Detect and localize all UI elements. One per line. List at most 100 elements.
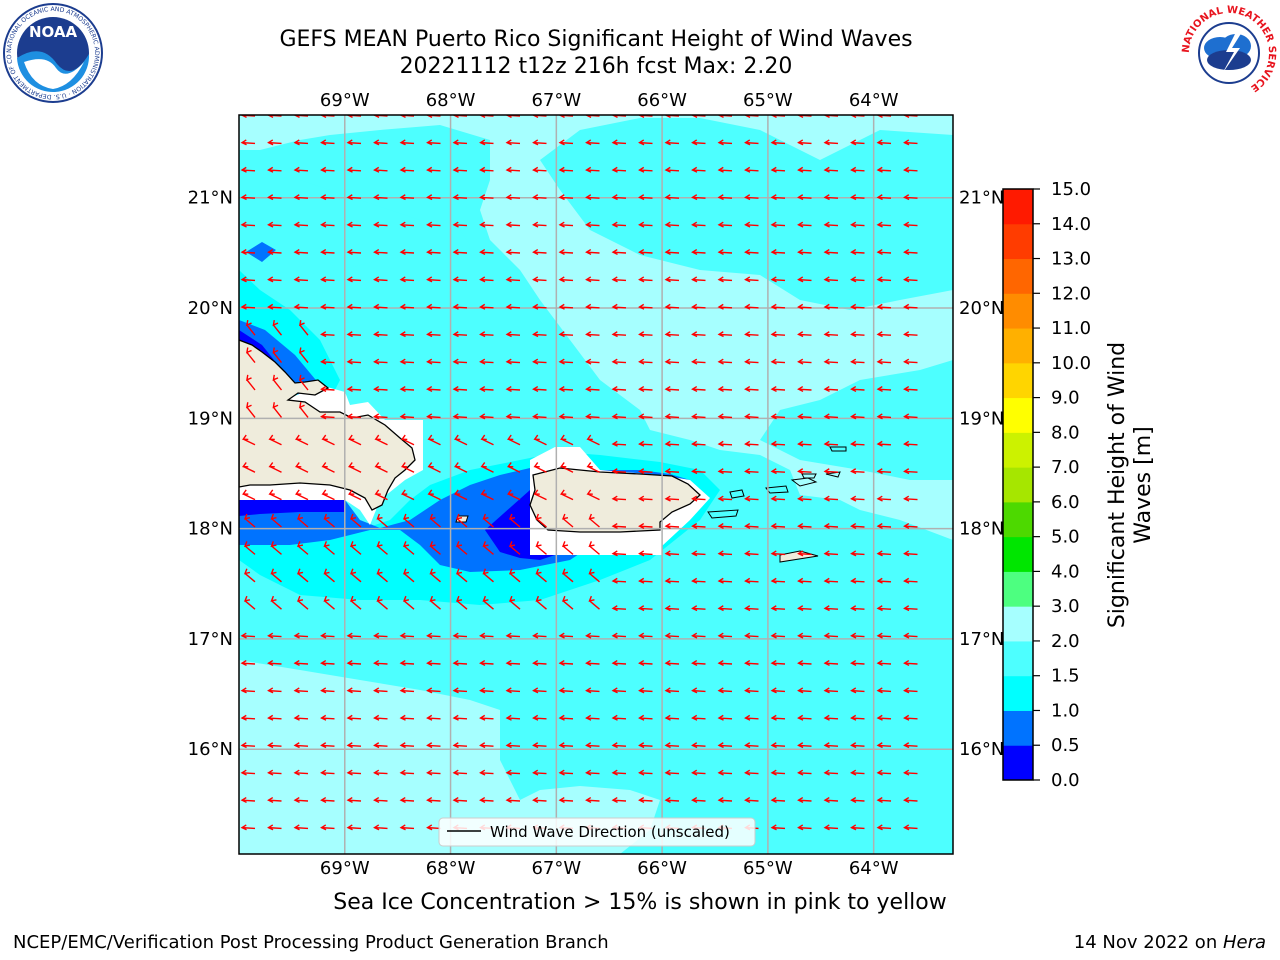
wave-direction-arrow-icon [320,796,335,803]
lon-label-bottom: 66°W [637,858,687,879]
wave-field-0.5-1m-spot [246,242,276,262]
wave-direction-arrow-icon [691,769,706,776]
wave-direction-arrow-icon [611,522,627,529]
wave-direction-arrow-icon [320,659,335,666]
wave-direction-arrow-icon [376,568,388,583]
lat-label-left: 17°N [188,629,233,650]
wave-direction-arrow-icon [320,632,335,639]
wave-direction-arrow-icon [558,714,574,721]
wave-direction-arrow-icon [664,413,680,420]
wave-direction-arrow-icon [240,687,256,694]
wave-direction-arrow-icon [373,687,388,694]
colorbar-swatch [1003,745,1033,781]
wave-direction-arrow-icon [532,659,547,666]
wave-direction-arrow-icon [243,595,256,610]
wave-direction-arrow-icon [611,687,627,694]
wave-direction-arrow-icon [638,605,653,612]
wave-direction-arrow-icon [585,139,600,146]
wave-direction-arrow-icon [744,605,759,612]
wave-direction-arrow-icon [426,742,441,749]
wave-direction-arrow-icon [876,385,892,392]
colorbar-frame [1002,188,1034,781]
wave-direction-arrow-icon [399,221,415,228]
wave-direction-arrow-icon [399,824,415,831]
chart-title: GEFS MEAN Puerto Rico Significant Height… [279,27,913,52]
wave-direction-arrow-icon [850,522,865,529]
wave-direction-arrow-icon [717,221,733,228]
wave-direction-arrow-icon [400,434,415,446]
wave-direction-arrow-icon [876,440,892,447]
wave-direction-arrow-icon [320,303,335,310]
wave-direction-arrow-icon [479,221,494,228]
wave-direction-arrow-icon [823,194,839,201]
wave-direction-arrow-icon [691,276,706,283]
wave-direction-arrow-icon [506,489,521,501]
wave-direction-arrow-icon [399,385,415,392]
wave-direction-arrow-icon [373,358,388,365]
wave-direction-arrow-icon [876,769,892,776]
wave-direction-arrow-icon [797,769,812,776]
colorbar-swatch [1003,258,1033,294]
wave-direction-arrow-icon [346,824,362,831]
wave-direction-arrow-icon [426,385,441,392]
wave-direction-arrow-icon [850,659,865,666]
wave-direction-arrow-icon [585,276,600,283]
wave-direction-arrow-icon [558,139,574,146]
wave-direction-arrow-icon [346,769,362,776]
wave-direction-arrow-icon [505,303,521,310]
wave-direction-arrow-icon [452,385,468,392]
wave-direction-arrow-icon [903,358,918,365]
wave-direction-arrow-icon [479,796,494,803]
colorbar-tick-label: 3.0 [1051,596,1080,617]
wave-direction-arrow-icon [240,194,256,201]
wave-direction-arrow-icon [638,495,653,502]
lon-label-top: 67°W [531,90,581,111]
wave-direction-arrow-icon [691,659,706,666]
colorbar-swatch [1003,189,1033,225]
wave-direction-arrow-icon [797,632,812,639]
wave-direction-arrow-icon [426,221,441,228]
wave-direction-arrow-icon [903,331,918,338]
wave-direction-arrow-icon [850,577,865,584]
colorbar-tick-label: 10.0 [1051,353,1091,374]
lon-label-bottom: 67°W [531,858,581,879]
wave-direction-arrow-icon [294,434,309,446]
colorbar-swatch [1003,467,1033,503]
wave-direction-arrow-icon [347,489,362,501]
wave-direction-arrow-icon [267,632,282,639]
wave-direction-arrow-icon [402,568,415,583]
wave-direction-arrow-icon [346,139,362,146]
wave-direction-arrow-icon [823,687,839,694]
wave-direction-arrow-icon [374,434,388,446]
wave-direction-arrow-icon [823,577,839,584]
wave-direction-arrow-icon [293,796,309,803]
wave-direction-arrow-icon [717,331,733,338]
wave-direction-arrow-icon [482,595,494,610]
wave-direction-arrow-icon [346,166,362,173]
wave-direction-arrow-icon [399,714,415,721]
wave-direction-arrow-icon [429,513,441,528]
wave-direction-arrow-icon [638,468,653,475]
wave-direction-arrow-icon [505,194,521,201]
wave-direction-arrow-icon [797,221,812,228]
map-frame [238,114,954,855]
wave-direction-arrow-icon [691,714,706,721]
wave-direction-arrow-icon [611,495,627,502]
wave-direction-arrow-icon [903,440,918,447]
wave-direction-arrow-icon [585,248,600,255]
wave-direction-arrow-icon [638,522,653,529]
wave-direction-arrow-icon [240,303,256,310]
wave-direction-arrow-icon [664,522,680,529]
wave-direction-arrow-icon [270,513,282,528]
wave-direction-arrow-icon [452,221,468,228]
wave-direction-arrow-icon [823,522,839,529]
wave-direction-arrow-icon [532,385,547,392]
wave-direction-arrow-icon [479,139,494,146]
wave-direction-arrow-icon [823,358,839,365]
wave-direction-arrow-icon [717,742,733,749]
wave-direction-arrow-icon [797,495,812,502]
colorbar-swatch [1003,397,1033,433]
wave-direction-arrow-icon [376,541,388,555]
wave-direction-arrow-icon [505,659,521,666]
wave-direction-arrow-icon [876,824,892,831]
